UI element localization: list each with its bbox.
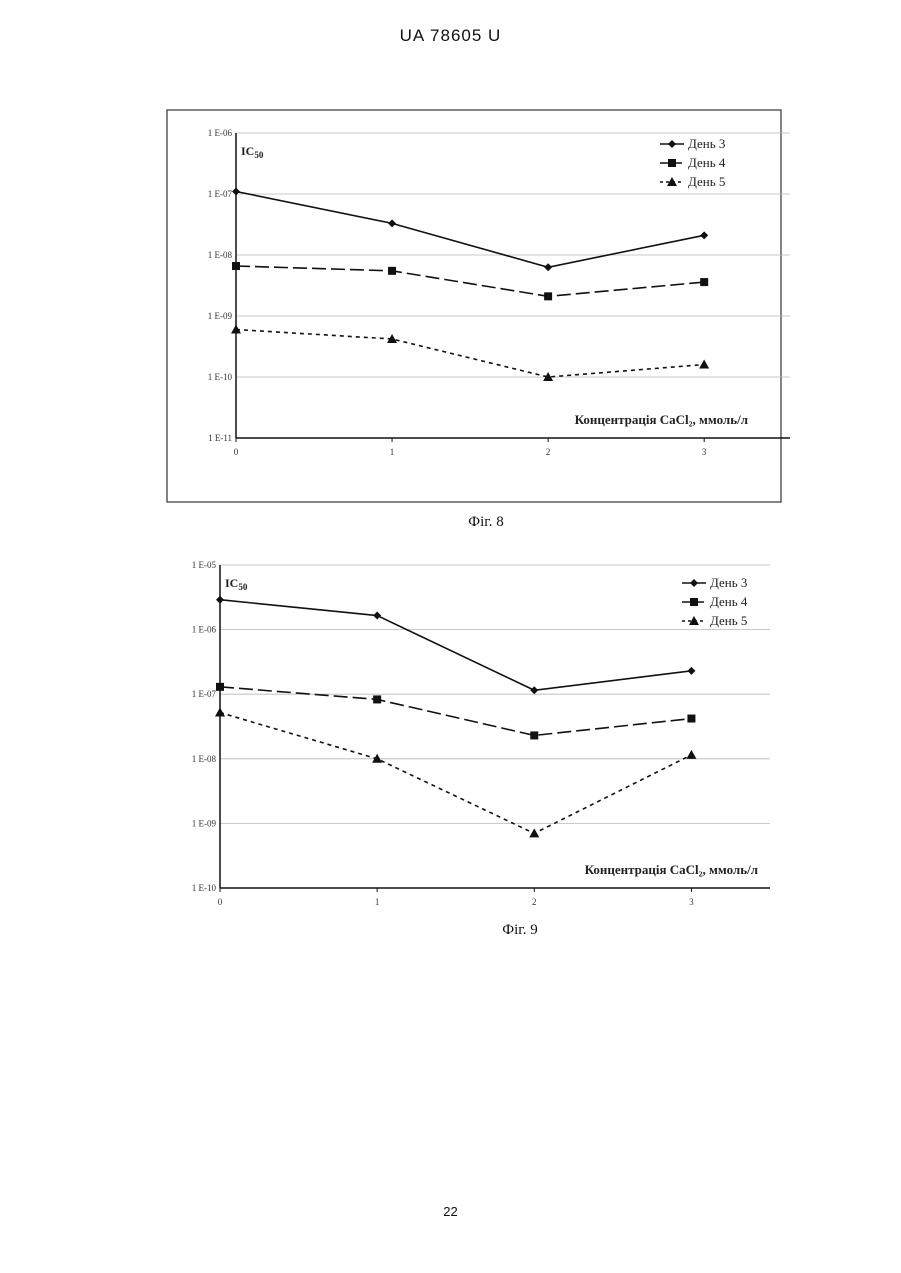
y-tick-label: 1 E-08: [192, 754, 217, 764]
page-number: 22: [0, 1204, 901, 1219]
data-point-triangle: [686, 750, 696, 759]
x-tick-label: 0: [234, 447, 239, 457]
data-point-square: [232, 262, 240, 270]
legend-marker-diamond: [668, 140, 676, 148]
y-tick-label: 1 E-05: [192, 560, 217, 570]
y-tick-label: 1 E-09: [208, 311, 233, 321]
data-point-diamond: [388, 219, 396, 227]
series-line: [220, 600, 691, 691]
legend-label: День 5: [688, 174, 725, 189]
y-tick-label: 1 E-08: [208, 250, 233, 260]
data-point-diamond: [687, 667, 695, 675]
legend: День 3 День 4 День 5: [682, 575, 748, 628]
data-point-square: [700, 278, 708, 286]
series-line: [220, 713, 691, 834]
x-tick-label: 1: [375, 897, 380, 907]
series-3: [231, 325, 709, 381]
y-axis-label: IC50: [241, 144, 264, 160]
data-point-diamond: [216, 596, 224, 604]
data-point-diamond: [700, 231, 708, 239]
x-tick-label: 1: [390, 447, 395, 457]
figure-caption: Фіг. 9: [502, 922, 537, 938]
data-point-diamond: [544, 263, 552, 271]
legend-marker-square: [690, 598, 698, 606]
legend-label: День 4: [688, 155, 726, 170]
data-point-square: [530, 731, 538, 739]
page-header: UA 78605 U: [0, 26, 901, 46]
series-line: [236, 191, 704, 267]
legend-marker-square: [668, 159, 676, 167]
x-axis-label: Концентрація CaCl₂, ммоль/л: [575, 412, 748, 427]
y-tick-label: 1 E-10: [192, 883, 217, 893]
x-tick-label: 3: [689, 897, 694, 907]
data-point-square: [388, 267, 396, 275]
y-tick-label: 1 E-07: [208, 189, 233, 199]
data-point-square: [687, 715, 695, 723]
data-point-square: [544, 292, 552, 300]
x-tick-label: 2: [532, 897, 537, 907]
figure-caption: Фіг. 8: [468, 514, 503, 530]
figure-9-chart: 1 E-05 1 E-06 1 E-07 1 E-08 1 E-09 1 E-100 1 2 3…: [160, 555, 790, 940]
series-1: [232, 187, 708, 271]
x-tick-label: 3: [702, 447, 707, 457]
data-point-square: [216, 683, 224, 691]
data-point-square: [373, 695, 381, 703]
y-tick-label: 1 E-06: [208, 128, 233, 138]
y-tick-label: 1 E-11: [208, 433, 232, 443]
data-point-triangle: [529, 828, 539, 837]
series-line: [236, 266, 704, 296]
x-tick-label: 2: [546, 447, 551, 457]
y-tick-label: 1 E-06: [192, 625, 217, 635]
data-point-triangle: [699, 360, 709, 369]
series-2: [216, 683, 695, 740]
y-tick-label: 1 E-09: [192, 818, 217, 828]
legend-label: День 3: [688, 136, 725, 151]
series-1: [216, 596, 695, 695]
series-2: [232, 262, 708, 300]
legend-label: День 5: [710, 613, 747, 628]
y-tick-label: 1 E-07: [192, 689, 217, 699]
x-axis-label: Концентрація CaCl₂, ммоль/л: [585, 862, 758, 877]
legend-label: День 4: [710, 594, 748, 609]
x-tick-label: 0: [218, 897, 223, 907]
legend: День 3 День 4 День 5: [660, 136, 726, 189]
data-point-diamond: [530, 686, 538, 694]
legend-label: День 3: [710, 575, 747, 590]
y-tick-label: 1 E-10: [208, 372, 233, 382]
data-point-triangle: [215, 708, 225, 717]
series-3: [215, 708, 696, 838]
data-point-diamond: [373, 612, 381, 620]
series-line: [236, 330, 704, 377]
figure-8-chart: 1 E-06 1 E-07 1 E-08 1 E-09 1 E-10 1 E-110 1 2 3…: [160, 105, 790, 535]
y-axis-label: IC50: [225, 576, 248, 592]
legend-marker-diamond: [690, 579, 698, 587]
